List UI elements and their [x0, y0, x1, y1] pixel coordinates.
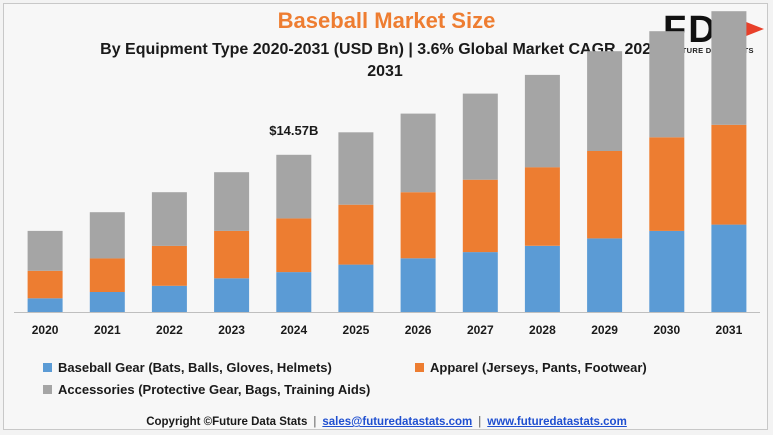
bar-2027-series-2	[462, 93, 498, 180]
legend-swatch-gear	[43, 363, 52, 372]
chart-subtitle: By Equipment Type 2020-2031 (USD Bn) | 3…	[100, 41, 670, 80]
footer-website-link[interactable]: www.futuredatastats.com	[487, 416, 627, 428]
x-tick-label: 2028	[529, 323, 556, 337]
bar-2023-series-0	[214, 278, 250, 312]
x-tick-label: 2029	[591, 323, 618, 337]
bar-2027-series-1	[462, 179, 498, 253]
x-tick-label: 2031	[716, 323, 743, 337]
x-tick-label: 2024	[280, 323, 307, 337]
chart-frame	[3, 3, 768, 430]
bar-2021-series-1	[89, 258, 125, 292]
legend-label-gear: Baseball Gear (Bats, Balls, Gloves, Helm…	[58, 360, 332, 375]
x-tick-label: 2020	[32, 323, 59, 337]
bar-2023-series-1	[214, 230, 250, 279]
legend-label-apparel: Apparel (Jerseys, Pants, Footwear)	[430, 360, 647, 375]
x-tick-label: 2026	[405, 323, 432, 337]
bar-2026-series-0	[400, 258, 436, 312]
bar-2023-series-2	[214, 172, 250, 231]
bar-2028-series-1	[524, 167, 560, 246]
bar-2025-series-0	[338, 264, 374, 312]
bar-2028-series-0	[524, 245, 560, 312]
bar-2026-series-1	[400, 192, 436, 259]
x-tick-label: 2023	[218, 323, 245, 337]
bar-2024-series-2	[276, 154, 312, 219]
bar-2030-series-2	[649, 31, 685, 138]
bar-2024-series-1	[276, 218, 312, 273]
bar-2031-series-2	[711, 11, 747, 125]
legend-item-accessories: Accessories (Protective Gear, Bags, Trai…	[43, 382, 370, 397]
legend-item-apparel: Apparel (Jerseys, Pants, Footwear)	[415, 360, 647, 375]
bar-2030-series-0	[649, 230, 685, 312]
bar-2020-series-2	[27, 230, 63, 271]
legend-swatch-accessories	[43, 385, 52, 394]
x-tick-label: 2022	[156, 323, 183, 337]
bar-2027-series-0	[462, 252, 498, 312]
bar-2022-series-1	[151, 245, 187, 286]
bar-2022-series-0	[151, 285, 187, 312]
bar-2020-series-1	[27, 270, 63, 299]
legend-item-gear: Baseball Gear (Bats, Balls, Gloves, Helm…	[43, 360, 332, 375]
x-tick-label: 2025	[343, 323, 370, 337]
bar-2025-series-2	[338, 132, 374, 205]
bar-2031-series-1	[711, 124, 747, 225]
bar-2028-series-2	[524, 74, 560, 168]
bar-2020-series-0	[27, 298, 63, 312]
footer-email-link[interactable]: sales@futuredatastats.com	[322, 416, 473, 428]
bar-2029-series-2	[587, 51, 623, 152]
bar-2026-series-2	[400, 113, 436, 193]
bar-2021-series-2	[89, 212, 125, 259]
footer: Copyright ©Future Data Stats | sales@futur…	[0, 416, 773, 428]
bar-2030-series-1	[649, 137, 685, 231]
bar-2031-series-0	[711, 224, 747, 312]
data-label-annotation: $14.57B	[269, 123, 318, 138]
footer-copyright: Copyright ©Future Data Stats	[146, 416, 308, 428]
bar-2029-series-1	[587, 151, 623, 239]
x-tick-label: 2027	[467, 323, 494, 337]
stacked-bar-chart: 2020 2021 2022 2023 2024 $14.57B 2025 2026 2027 2…	[14, 11, 760, 337]
footer-separator: |	[478, 416, 482, 428]
x-tick-label: 2021	[94, 323, 121, 337]
bar-2024-series-0	[276, 272, 312, 312]
footer-separator: |	[313, 416, 317, 428]
chart-title: Baseball Market Size	[277, 8, 496, 33]
bar-2025-series-1	[338, 204, 374, 265]
bar-2029-series-0	[587, 238, 623, 312]
legend-swatch-apparel	[415, 363, 424, 372]
bar-2022-series-2	[151, 192, 187, 246]
legend-label-accessories: Accessories (Protective Gear, Bags, Trai…	[58, 382, 371, 397]
x-tick-label: 2030	[653, 323, 680, 337]
bar-2021-series-0	[89, 292, 125, 312]
